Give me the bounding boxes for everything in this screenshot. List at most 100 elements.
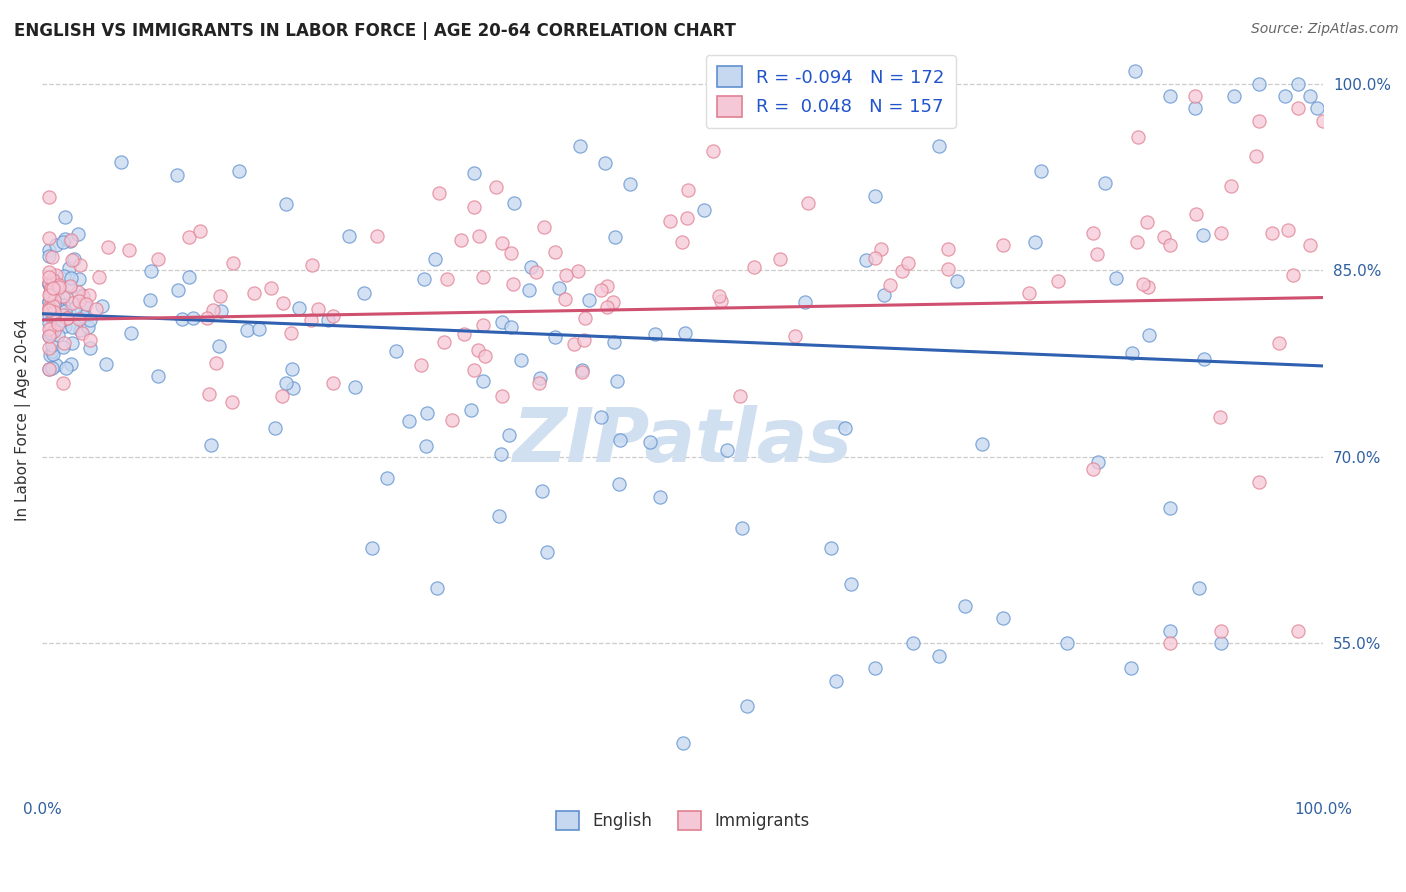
- Point: [678, 183, 700, 197]
- Point: [460, 403, 482, 417]
- Point: [42, 297, 65, 311]
- Point: [59, 271, 82, 285]
- Point: [260, 281, 283, 295]
- Point: [897, 256, 920, 270]
- Point: [42, 300, 65, 314]
- Point: [709, 288, 731, 302]
- Point: [1188, 581, 1211, 595]
- Point: [67, 272, 90, 286]
- Point: [1191, 228, 1213, 243]
- Point: [602, 295, 624, 310]
- Point: [38, 295, 60, 310]
- Point: [45, 237, 67, 252]
- Point: [38, 321, 60, 335]
- Point: [39, 326, 62, 340]
- Point: [96, 357, 118, 371]
- Point: [1184, 89, 1206, 103]
- Point: [84, 301, 107, 316]
- Point: [67, 285, 90, 299]
- Point: [467, 343, 489, 358]
- Point: [673, 326, 696, 340]
- Point: [606, 375, 628, 389]
- Point: [44, 304, 66, 318]
- Point: [1081, 462, 1104, 476]
- Point: [785, 329, 807, 343]
- Point: [520, 260, 543, 275]
- Point: [1128, 129, 1150, 144]
- Point: [53, 232, 76, 246]
- Point: [53, 319, 76, 334]
- Point: [46, 328, 69, 343]
- Point: [1087, 455, 1109, 469]
- Point: [59, 233, 82, 247]
- Point: [1299, 89, 1322, 103]
- Point: [276, 376, 298, 391]
- Point: [1024, 235, 1046, 249]
- Point: [742, 260, 765, 274]
- Point: [1119, 661, 1142, 675]
- Point: [247, 321, 270, 335]
- Point: [52, 309, 75, 323]
- Point: [77, 288, 100, 302]
- Point: [793, 295, 815, 310]
- Point: [48, 301, 70, 316]
- Point: [509, 352, 531, 367]
- Point: [991, 238, 1014, 252]
- Point: [177, 269, 200, 284]
- Point: [529, 371, 551, 385]
- Point: [72, 326, 94, 340]
- Point: [472, 318, 495, 332]
- Point: [79, 341, 101, 355]
- Point: [1137, 279, 1160, 293]
- Point: [343, 380, 366, 394]
- Point: [56, 290, 79, 304]
- Point: [48, 280, 70, 294]
- Point: [38, 329, 60, 343]
- Point: [1192, 351, 1215, 366]
- Point: [201, 303, 224, 318]
- Point: [1209, 410, 1232, 425]
- Point: [1153, 229, 1175, 244]
- Point: [1249, 77, 1271, 91]
- Point: [589, 283, 612, 297]
- Point: [60, 357, 83, 371]
- Point: [208, 338, 231, 352]
- Point: [38, 277, 60, 291]
- Point: [67, 227, 90, 242]
- Point: [52, 340, 75, 354]
- Point: [38, 277, 60, 291]
- Point: [46, 317, 69, 331]
- Point: [44, 306, 66, 320]
- Point: [728, 389, 751, 403]
- Point: [825, 673, 848, 688]
- Point: [1132, 277, 1154, 291]
- Point: [72, 310, 94, 324]
- Point: [936, 262, 959, 277]
- Point: [425, 252, 447, 267]
- Point: [39, 327, 62, 342]
- Point: [118, 244, 141, 258]
- Point: [567, 263, 589, 277]
- Point: [42, 299, 65, 313]
- Point: [60, 319, 83, 334]
- Point: [499, 245, 522, 260]
- Point: [38, 231, 60, 245]
- Point: [991, 611, 1014, 625]
- Point: [44, 293, 66, 307]
- Point: [58, 306, 80, 320]
- Point: [41, 338, 63, 352]
- Point: [1282, 268, 1305, 282]
- Point: [890, 264, 912, 278]
- Point: [503, 196, 526, 211]
- Point: [589, 409, 612, 424]
- Point: [1249, 475, 1271, 489]
- Point: [48, 278, 70, 293]
- Text: Source: ZipAtlas.com: Source: ZipAtlas.com: [1251, 22, 1399, 37]
- Point: [463, 363, 485, 377]
- Y-axis label: In Labor Force | Age 20-64: In Labor Force | Age 20-64: [15, 318, 31, 521]
- Point: [38, 329, 60, 343]
- Point: [596, 279, 619, 293]
- Point: [554, 292, 576, 306]
- Point: [353, 286, 375, 301]
- Point: [945, 274, 967, 288]
